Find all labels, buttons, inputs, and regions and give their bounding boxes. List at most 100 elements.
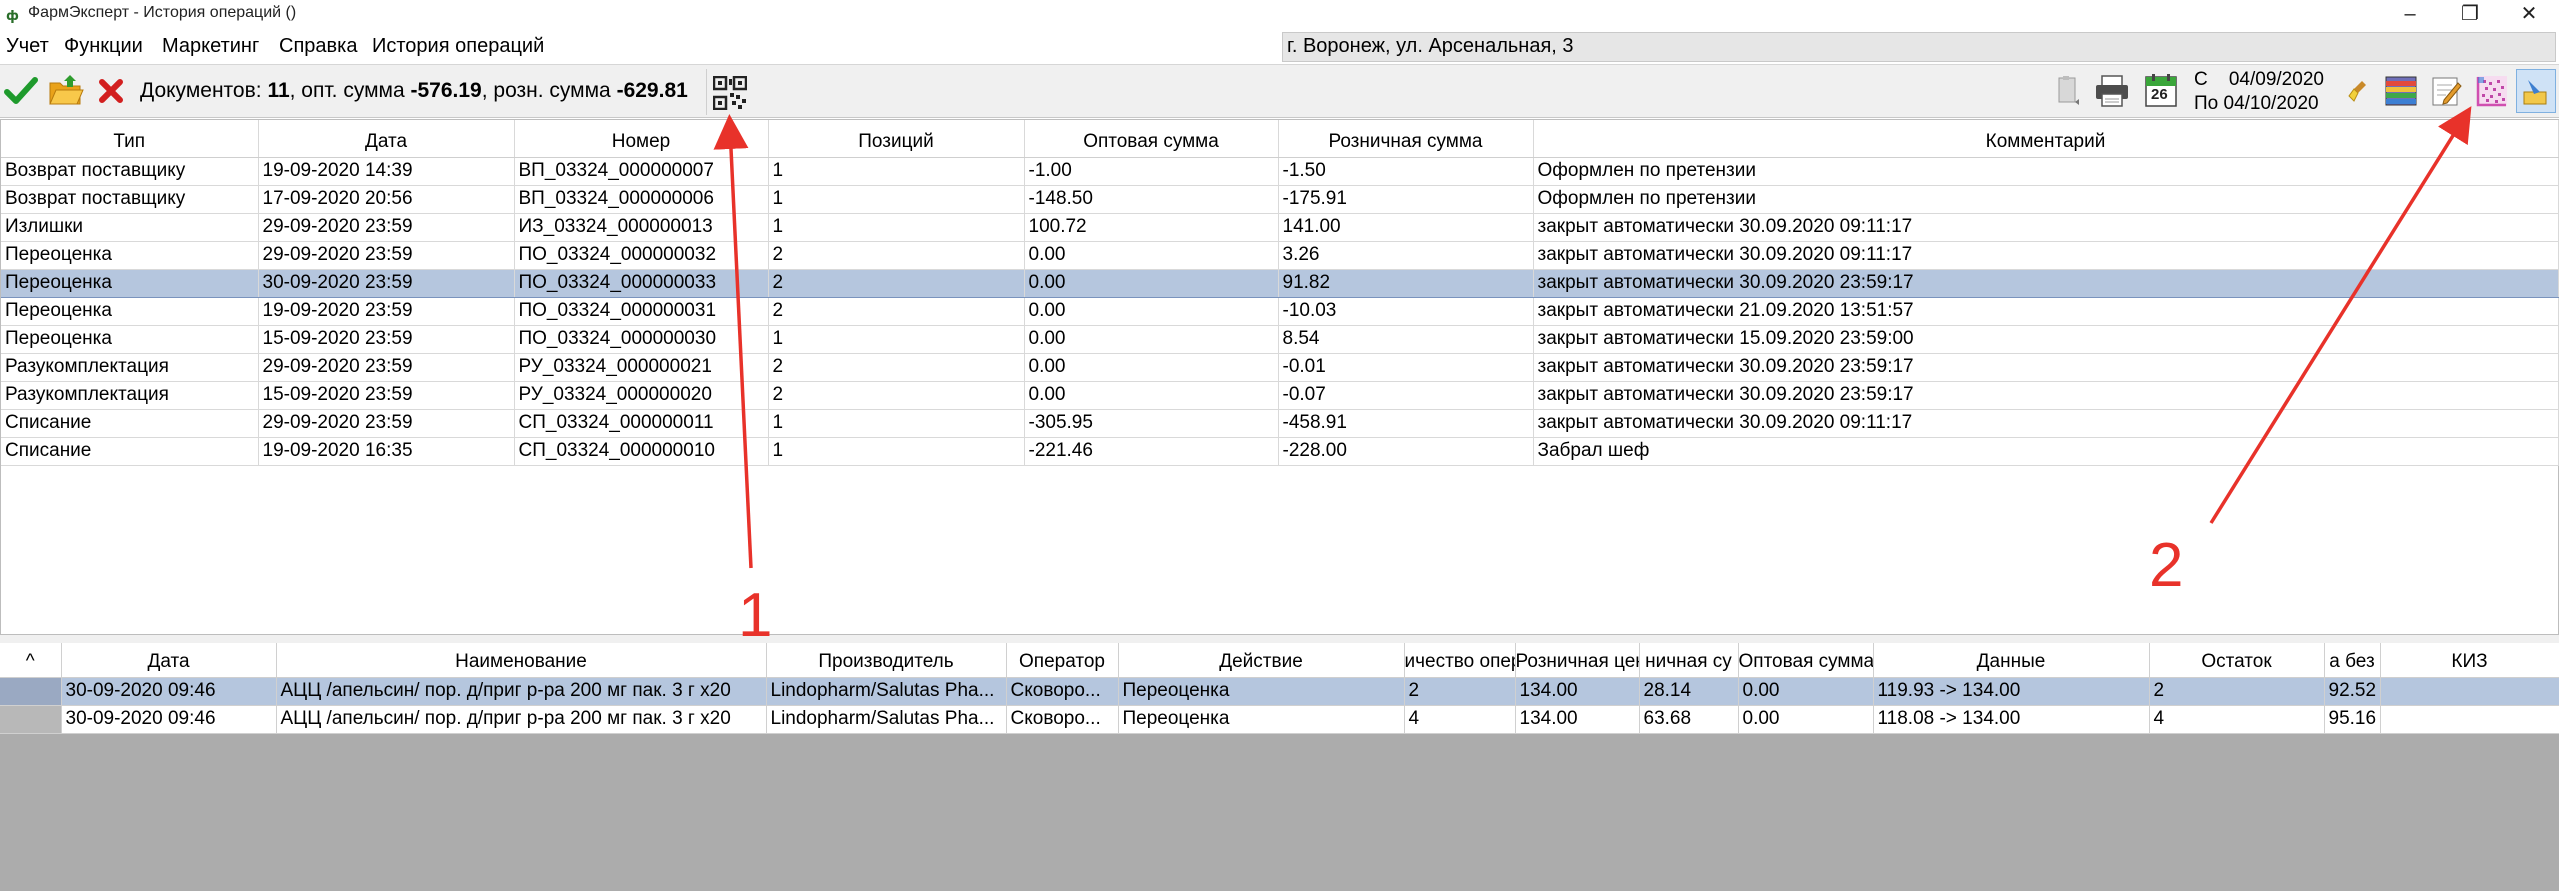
color-books-icon[interactable] <box>2384 75 2418 107</box>
documents-summary: Документов: 11, опт. сумма -576.19, розн… <box>140 79 688 103</box>
table-header-row: Тип Дата Номер Позиций Оптовая сумма Рознична… <box>1 120 2559 158</box>
date-range[interactable]: С 04/09/2020 По 04/10/2020 <box>2194 68 2324 116</box>
column-header[interactable]: Дата <box>61 643 277 678</box>
table-cell: ВП_03324_000000007 <box>514 157 769 186</box>
date-from-value[interactable]: 04/09/2020 <box>2228 69 2324 90</box>
menu-item-accounting[interactable]: Учет <box>6 35 49 57</box>
table-cell: АЦЦ /апельсин/ пор. д/приг р-ра 200 мг п… <box>276 705 767 734</box>
table-cell: 15-09-2020 23:59 <box>258 325 515 354</box>
annotation-label-1: 1 <box>738 581 773 650</box>
open-folder-icon[interactable] <box>48 73 84 107</box>
table-cell: закрыт автоматически 21.09.2020 13:51:57 <box>1533 297 2559 326</box>
column-header[interactable]: а без <box>2324 643 2381 678</box>
table-cell: закрыт автоматически 30.09.2020 23:59:17 <box>1533 353 2559 382</box>
table-cell: 0.00 <box>1024 353 1279 382</box>
maximize-button[interactable]: ❐ <box>2461 3 2479 25</box>
delete-icon[interactable] <box>98 78 124 104</box>
table-row[interactable]: Списание 29-09-2020 23:59 СП_03324_0000000… <box>1 409 2559 438</box>
wholesale-sum-value: -576.19 <box>410 79 482 102</box>
table-row[interactable]: Возврат поставщику 17-09-2020 20:56 ВП_033… <box>1 185 2559 214</box>
table-row[interactable]: Списание 19-09-2020 16:35 СП_03324_0000000… <box>1 437 2559 466</box>
column-header[interactable]: Комментарий <box>1533 120 2559 158</box>
date-to-value[interactable]: 04/10/2020 <box>2223 93 2319 114</box>
column-header[interactable]: Розничная сумма <box>1278 120 1534 158</box>
column-header[interactable]: Оптовая сумма <box>1024 120 1279 158</box>
table-cell: ИЗ_03324_000000013 <box>514 213 769 242</box>
table-row[interactable]: Излишки 29-09-2020 23:59 ИЗ_03324_00000001… <box>1 213 2559 242</box>
table-cell: Оформлен по претензии <box>1533 157 2559 186</box>
menu-item-help[interactable]: Справка <box>279 35 358 57</box>
close-button[interactable]: ✕ <box>2520 3 2538 25</box>
documents-table: Тип Дата Номер Позиций Оптовая сумма Рознична… <box>1 120 2559 466</box>
row-header[interactable] <box>0 677 62 706</box>
column-header[interactable]: ичество опер <box>1404 643 1516 678</box>
table-cell: 2 <box>768 381 1025 410</box>
row-header-corner[interactable]: ^ <box>0 643 62 678</box>
datamatrix-icon[interactable] <box>2475 74 2509 108</box>
table-cell: 0.00 <box>1024 381 1279 410</box>
column-header[interactable]: Производитель <box>766 643 1007 678</box>
column-header[interactable]: Дата <box>258 120 515 158</box>
column-header[interactable]: Оператор <box>1006 643 1119 678</box>
table-cell: Переоценка <box>1 325 259 354</box>
table-row[interactable]: Разукомплектация 15-09-2020 23:59 РУ_03324… <box>1 381 2559 410</box>
table-cell: 63.68 <box>1639 705 1739 734</box>
table-cell: 3.26 <box>1278 241 1534 270</box>
menu-item-marketing[interactable]: Маркетинг <box>162 35 260 57</box>
panel-splitter[interactable] <box>0 635 2559 643</box>
table-cell: Оформлен по претензии <box>1533 185 2559 214</box>
table-row[interactable]: Возврат поставщику 19-09-2020 14:39 ВП_033… <box>1 157 2559 186</box>
column-header[interactable]: Номер <box>514 120 769 158</box>
pin-button[interactable] <box>2516 69 2556 113</box>
column-header[interactable]: Розничная цена <box>1515 643 1640 678</box>
table-cell: Забрал шеф <box>1533 437 2559 466</box>
qr-code-button[interactable] <box>706 69 752 115</box>
calendar-button[interactable]: 26 <box>2145 73 2177 107</box>
report-icon[interactable] <box>2055 75 2081 107</box>
column-header[interactable]: Действие <box>1118 643 1405 678</box>
table-cell: закрыт автоматически 30.09.2020 23:59:17 <box>1533 268 2559 298</box>
table-cell: ПО_03324_000000033 <box>514 268 769 298</box>
column-header[interactable]: Позиций <box>768 120 1025 158</box>
column-header[interactable]: Данные <box>1873 643 2150 678</box>
table-row[interactable]: Переоценка 19-09-2020 23:59 ПО_03324_00000… <box>1 297 2559 326</box>
pharmacy-location-selector[interactable]: г. Воронеж, ул. Арсенальная, 3 <box>1282 32 2556 62</box>
date-to-label: По <box>2194 93 2219 114</box>
table-row[interactable]: 30-09-2020 09:46 АЦЦ /апельсин/ пор. д/пр… <box>0 677 2559 706</box>
edit-icon[interactable] <box>2430 75 2462 107</box>
column-header[interactable]: ничная су <box>1639 643 1739 678</box>
broom-icon[interactable] <box>2348 79 2370 103</box>
table-cell: СП_03324_000000011 <box>514 409 769 438</box>
minimize-button[interactable]: – <box>2404 3 2416 25</box>
table-cell: АЦЦ /апельсин/ пор. д/приг р-ра 200 мг п… <box>276 677 767 706</box>
table-cell: 8.54 <box>1278 325 1534 354</box>
table-row[interactable]: Переоценка 29-09-2020 23:59 ПО_03324_00000… <box>1 241 2559 270</box>
operations-table: ^ Дата Наименование Производитель Оператор Д… <box>0 643 2559 734</box>
row-header[interactable] <box>0 705 62 734</box>
column-header[interactable]: Наименование <box>276 643 767 678</box>
column-header[interactable]: Оптовая сумма <box>1738 643 1874 678</box>
table-row[interactable]: 30-09-2020 09:46 АЦЦ /апельсин/ пор. д/пр… <box>0 705 2559 734</box>
column-header[interactable]: Тип <box>1 120 259 158</box>
table-cell: 2 <box>2149 677 2325 706</box>
column-header[interactable]: КИЗ <box>2380 643 2559 678</box>
table-cell: 91.82 <box>1278 268 1534 298</box>
table-cell: Переоценка <box>1118 705 1405 734</box>
table-cell: -148.50 <box>1024 185 1279 214</box>
table-row[interactable]: Переоценка 15-09-2020 23:59 ПО_03324_00000… <box>1 325 2559 354</box>
window-title: ФармЭксперт - История операций () <box>28 4 297 21</box>
table-cell: ПО_03324_000000032 <box>514 241 769 270</box>
column-header[interactable]: Остаток <box>2149 643 2325 678</box>
table-cell: Возврат поставщику <box>1 157 259 186</box>
menu-item-operations-history[interactable]: История операций <box>372 35 545 57</box>
table-cell: -0.01 <box>1278 353 1534 382</box>
calendar-icon <box>2145 74 2177 107</box>
menu-item-functions[interactable]: Функции <box>64 35 143 57</box>
check-icon[interactable] <box>4 75 38 107</box>
table-row[interactable]: Разукомплектация 29-09-2020 23:59 РУ_03324… <box>1 353 2559 382</box>
title-bar: ф ФармЭксперт - История операций () – ❐ … <box>0 0 2559 30</box>
table-cell: Разукомплектация <box>1 353 259 382</box>
table-cell: ПО_03324_000000030 <box>514 325 769 354</box>
print-icon[interactable] <box>2094 74 2130 108</box>
table-row[interactable]: Переоценка 30-09-2020 23:59 ПО_03324_00000… <box>1 268 2559 298</box>
